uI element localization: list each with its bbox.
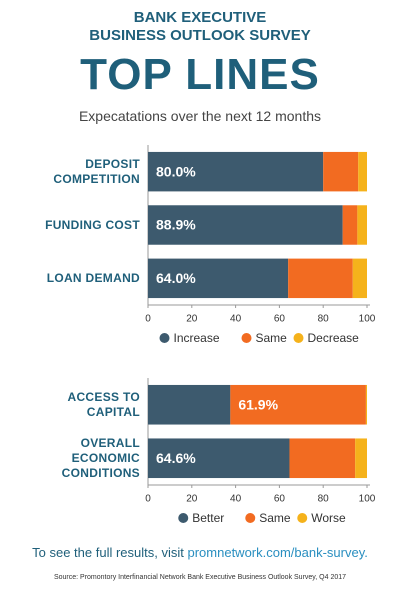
value-label: 88.9% bbox=[156, 217, 196, 233]
bar-segment bbox=[148, 258, 289, 299]
category-label: FUNDING COST bbox=[45, 217, 140, 232]
value-label: 64.0% bbox=[156, 270, 196, 286]
category-label: ACCESS TO CAPITAL bbox=[67, 389, 140, 419]
value-label: 61.9% bbox=[238, 396, 278, 412]
x-tick-label: 60 bbox=[274, 494, 286, 505]
bar-segment bbox=[148, 438, 290, 479]
title: TOP LINES bbox=[80, 50, 320, 99]
bar-segment bbox=[323, 151, 359, 192]
x-tick-label: 100 bbox=[359, 314, 376, 325]
category-label: LOAN DEMAND bbox=[46, 270, 140, 285]
bar-segment bbox=[230, 384, 366, 425]
bar-segment bbox=[289, 438, 356, 479]
legend-swatch bbox=[297, 513, 308, 523]
category-label: OVERALL ECONOMIC CONDITIONS bbox=[61, 435, 140, 480]
legend-label: Better bbox=[192, 511, 224, 525]
legend-label: Decrease bbox=[308, 331, 360, 345]
footer-text: To see the full results, visit bbox=[32, 545, 188, 560]
x-tick-label: 20 bbox=[186, 494, 198, 505]
bar-segment bbox=[365, 384, 367, 425]
footer: To see the full results, visit promnetwo… bbox=[0, 545, 400, 560]
x-tick-label: 60 bbox=[274, 314, 286, 325]
category-label: DEPOSIT COMPETITION bbox=[53, 156, 140, 186]
legend-label: Worse bbox=[311, 511, 346, 525]
legend-label: Same bbox=[259, 511, 291, 525]
legend-swatch bbox=[245, 513, 256, 523]
legend-label: Increase bbox=[174, 331, 220, 345]
bar-segment bbox=[355, 438, 367, 479]
footer-link[interactable]: promnetwork.com/bank-survey. bbox=[187, 545, 368, 560]
bar-segment bbox=[288, 258, 353, 299]
bar-segment bbox=[352, 258, 367, 299]
bar-segment bbox=[148, 205, 343, 245]
bar-segment bbox=[357, 205, 367, 245]
legend-swatch bbox=[178, 513, 189, 523]
legend-swatch bbox=[159, 333, 170, 343]
subtitle: Expecatations over the next 12 months bbox=[78, 108, 322, 124]
value-label: 64.6% bbox=[156, 450, 196, 466]
x-tick-label: 40 bbox=[230, 314, 242, 325]
header-line: BUSINESS OUTLOOK SURVEY bbox=[89, 27, 311, 44]
x-tick-label: 0 bbox=[145, 494, 151, 505]
bar-segment bbox=[148, 151, 324, 192]
x-tick-label: 40 bbox=[230, 494, 242, 505]
bar-segment bbox=[148, 384, 231, 425]
x-tick-label: 80 bbox=[318, 314, 330, 325]
bar-segment bbox=[342, 205, 358, 245]
x-tick-label: 20 bbox=[186, 314, 198, 325]
value-label: 80.0% bbox=[156, 163, 196, 179]
x-tick-label: 0 bbox=[145, 314, 151, 325]
x-tick-label: 80 bbox=[318, 494, 330, 505]
header-line: BANK EXECUTIVE bbox=[133, 9, 267, 26]
legend-swatch bbox=[241, 333, 252, 343]
legend-label: Same bbox=[256, 331, 288, 345]
legend-swatch bbox=[293, 333, 304, 343]
source: Source: Promontory Interfinancial Networ… bbox=[53, 574, 347, 581]
bar-segment bbox=[358, 151, 367, 192]
x-tick-label: 100 bbox=[359, 494, 376, 505]
